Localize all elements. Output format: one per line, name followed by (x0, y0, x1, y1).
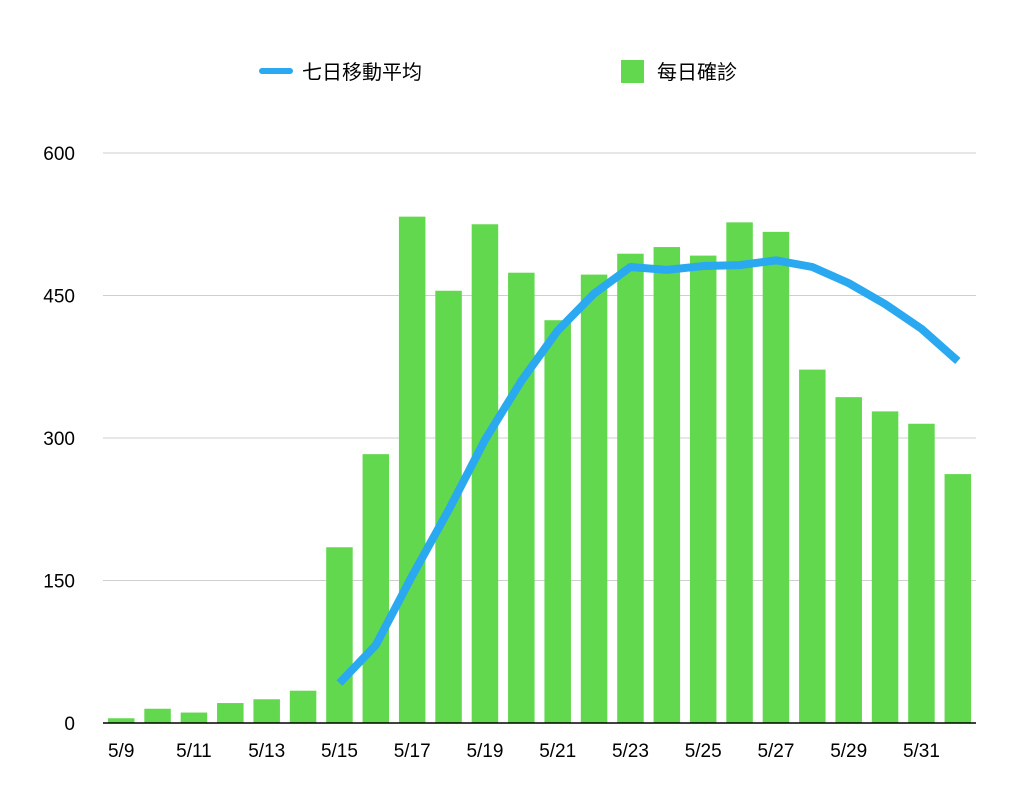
bar (107, 718, 135, 723)
x-tick-label: 5/19 (466, 741, 503, 762)
moving-average-line (336, 256, 961, 686)
gridlines (103, 152, 976, 581)
bar (944, 474, 972, 723)
bar (253, 699, 280, 723)
bar (289, 690, 317, 723)
x-tick-label: 5/21 (539, 741, 576, 762)
bars (107, 216, 972, 724)
y-tick-label: 450 (43, 287, 75, 308)
legend: 七日移動平均 每日確診 (259, 60, 737, 84)
bar (617, 253, 644, 723)
bar (871, 411, 899, 723)
bar (580, 274, 608, 723)
x-tick-label: 5/25 (685, 741, 722, 762)
x-axis-ticks: 5/9 5/11 5/13 5/15 5/17 5/19 5/21 5/23 5/25 5/27 5… (108, 741, 940, 762)
x-tick-label: 5/31 (903, 741, 940, 762)
x-tick-label: 5/17 (394, 741, 431, 762)
bar (726, 222, 753, 723)
bar (471, 224, 499, 723)
bar (326, 547, 353, 723)
bar (908, 423, 935, 723)
x-tick-label: 5/15 (321, 741, 358, 762)
bar (508, 272, 535, 723)
bar (180, 712, 208, 723)
bar (762, 231, 790, 723)
bar (799, 369, 826, 723)
y-tick-label: 300 (43, 429, 75, 450)
x-tick-label: 5/29 (830, 741, 867, 762)
bar (835, 397, 862, 723)
bar (144, 708, 171, 723)
bar (689, 255, 717, 723)
bar (398, 216, 426, 723)
bar (362, 454, 390, 723)
x-tick-label: 5/9 (108, 741, 134, 762)
x-tick-label: 5/13 (248, 741, 285, 762)
bar (217, 703, 244, 723)
bar (653, 247, 681, 724)
x-tick-label: 5/27 (757, 741, 794, 762)
x-tick-label: 5/23 (612, 741, 649, 762)
legend-label-daily-cases: 每日確診 (657, 60, 737, 84)
legend-bar-swatch (621, 60, 644, 83)
y-axis-ticks: 0 150 300 450 600 (43, 144, 75, 735)
bar (544, 320, 571, 723)
y-tick-label: 150 (43, 572, 75, 593)
x-tick-label: 5/11 (176, 741, 212, 762)
y-tick-label: 600 (43, 144, 75, 165)
legend-label-moving-average: 七日移動平均 (302, 60, 422, 84)
y-tick-label: 0 (64, 714, 75, 735)
